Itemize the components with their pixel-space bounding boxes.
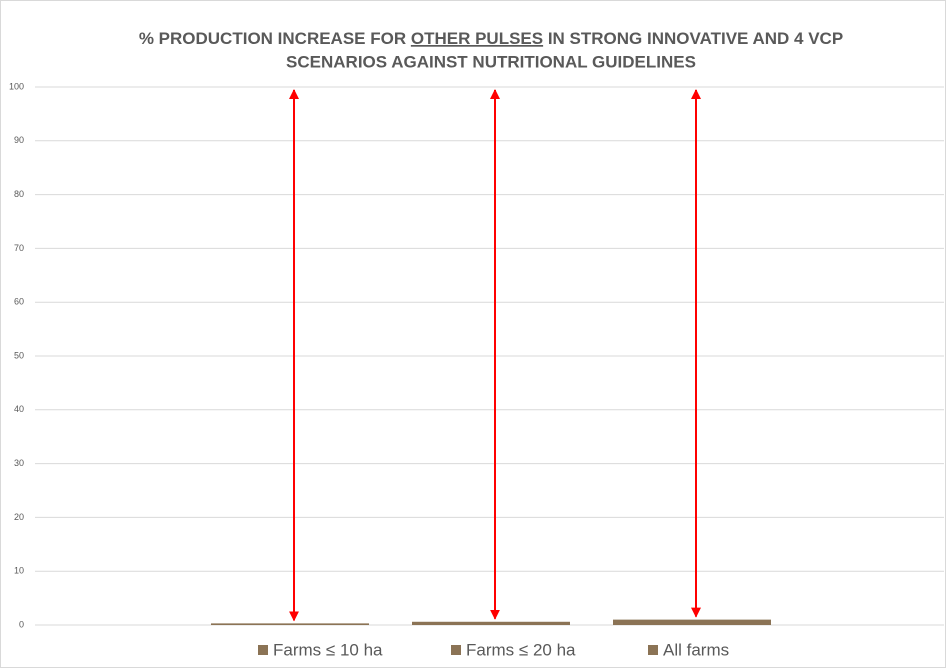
bar xyxy=(412,621,570,625)
y-tick-label: 30 xyxy=(14,458,24,468)
legend-swatch xyxy=(451,645,461,655)
y-tick-label: 50 xyxy=(14,350,24,360)
y-tick-label: 0 xyxy=(19,619,24,629)
title-part: % PRODUCTION INCREASE FOR xyxy=(139,29,411,48)
y-tick-label: 100 xyxy=(9,81,24,91)
chart-title: SCENARIOS AGAINST NUTRITIONAL GUIDELINES xyxy=(286,52,696,71)
title-part: OTHER PULSES xyxy=(411,29,543,48)
legend-label: Farms ≤ 20 ha xyxy=(466,640,576,659)
y-tick-label: 80 xyxy=(14,189,24,199)
bar xyxy=(211,623,369,625)
y-tick-label: 60 xyxy=(14,297,24,307)
y-tick-label: 40 xyxy=(14,404,24,414)
bar xyxy=(613,619,771,625)
y-tick-label: 70 xyxy=(14,243,24,253)
legend-swatch xyxy=(258,645,268,655)
chart-title: % PRODUCTION INCREASE FOR OTHER PULSES I… xyxy=(139,29,843,48)
legend-label: All farms xyxy=(663,640,729,659)
y-tick-label: 90 xyxy=(14,135,24,145)
legend-swatch xyxy=(648,645,658,655)
legend-label: Farms ≤ 10 ha xyxy=(273,640,383,659)
title-part: IN STRONG INNOVATIVE AND 4 VCP xyxy=(543,29,843,48)
y-tick-label: 10 xyxy=(14,566,24,576)
y-tick-label: 20 xyxy=(14,512,24,522)
